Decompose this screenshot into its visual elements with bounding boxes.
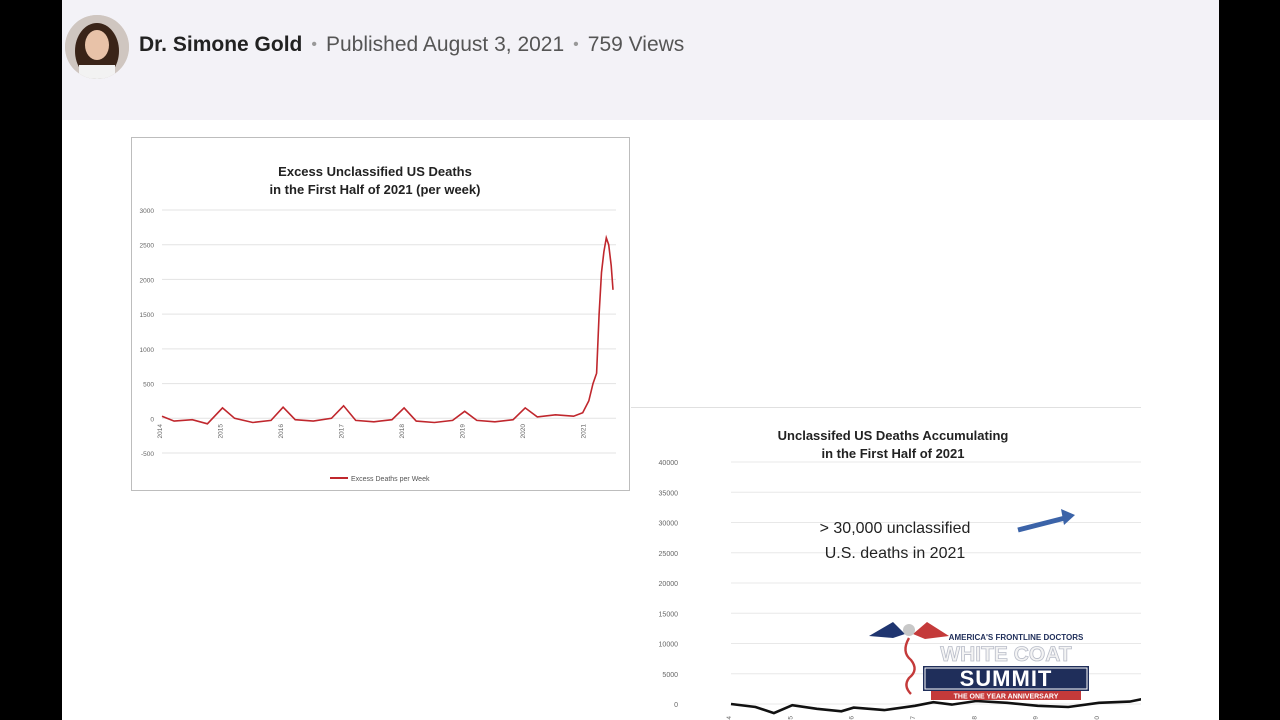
x-tick-label: 2017 bbox=[910, 716, 917, 720]
x-tick-label: 2014 bbox=[157, 424, 164, 439]
x-tick-label: 2016 bbox=[278, 424, 285, 439]
annotation-arrow-icon bbox=[1017, 509, 1075, 533]
meta-separator: • bbox=[573, 36, 579, 53]
excess-deaths-chart-svg: Excess Unclassified US Deaths in the Fir… bbox=[140, 164, 616, 483]
cumulative-deaths-chart-svg: Unclassifed US Deaths Accumulating in th… bbox=[659, 428, 1191, 720]
post-meta: Dr. Simone Gold • Published August 3, 20… bbox=[139, 33, 684, 57]
chart-title: Excess Unclassified US Deaths bbox=[278, 164, 472, 179]
white-coat-summit-logo: AMERICA'S FRONTLINE DOCTORS WHITE COAT S… bbox=[869, 622, 1089, 701]
y-tick-label: 2000 bbox=[140, 277, 155, 284]
x-tick-label: 2019 bbox=[460, 424, 467, 439]
x-tick-label: 2020 bbox=[520, 424, 527, 439]
y-tick-label: 35000 bbox=[659, 490, 679, 497]
y-tick-label: 40000 bbox=[659, 460, 679, 467]
y-tick-label: 15000 bbox=[659, 611, 679, 618]
x-tick-label: 2016 bbox=[849, 716, 856, 720]
x-tick-label: 2021 bbox=[581, 424, 588, 439]
publish-date: Published August 3, 2021 bbox=[325, 33, 565, 56]
excess-deaths-chart: Excess Unclassified US Deaths in the Fir… bbox=[131, 137, 630, 491]
logo-text: WHITE COAT bbox=[940, 643, 1072, 666]
post-header: Dr. Simone Gold • Published August 3, 20… bbox=[62, 0, 1219, 120]
y-tick-label: 30000 bbox=[659, 521, 679, 528]
meta-separator: • bbox=[311, 36, 317, 53]
video-frame: Dr. Simone Gold • Published August 3, 20… bbox=[62, 0, 1219, 720]
chart-subtitle: in the First Half of 2021 (per week) bbox=[270, 182, 481, 197]
chart-title: Unclassifed US Deaths Accumulating bbox=[778, 428, 1009, 443]
legend-label: Excess Deaths per Week bbox=[351, 476, 430, 483]
logo-text: THE ONE YEAR ANNIVERSARY bbox=[954, 694, 1059, 701]
avatar-image bbox=[65, 15, 129, 79]
logo-text: SUMMIT bbox=[960, 666, 1053, 691]
x-tick-label: 2020 bbox=[1094, 716, 1101, 720]
excess-deaths-series-line bbox=[161, 234, 614, 425]
y-tick-label: 20000 bbox=[659, 581, 679, 588]
annotation-text: > 30,000 unclassified bbox=[820, 520, 971, 537]
x-tick-label: 2014 bbox=[726, 716, 733, 720]
x-tick-label: 2017 bbox=[339, 424, 346, 439]
view-count: 759 Views bbox=[587, 33, 685, 56]
annotation-text: U.S. deaths in 2021 bbox=[825, 545, 966, 562]
y-tick-label: 10000 bbox=[659, 642, 679, 649]
author-avatar[interactable] bbox=[65, 15, 129, 79]
x-tick-label: 2015 bbox=[218, 424, 225, 439]
y-tick-label: 1500 bbox=[140, 312, 155, 319]
y-tick-label: 5000 bbox=[662, 672, 678, 679]
x-tick-label: 2018 bbox=[971, 716, 978, 720]
x-tick-label: 2015 bbox=[787, 716, 794, 720]
y-tick-label: 0 bbox=[674, 702, 678, 709]
y-tick-label: 500 bbox=[143, 382, 154, 389]
y-tick-label: 25000 bbox=[659, 551, 679, 558]
x-tick-label: 2018 bbox=[399, 424, 406, 439]
y-tick-label: -500 bbox=[141, 451, 154, 458]
chart-subtitle: in the First Half of 2021 bbox=[821, 446, 964, 461]
y-tick-label: 2500 bbox=[140, 243, 155, 250]
cumulative-deaths-chart: Unclassifed US Deaths Accumulating in th… bbox=[631, 407, 1191, 720]
x-tick-label: 2019 bbox=[1033, 716, 1040, 720]
y-tick-label: 3000 bbox=[140, 208, 155, 215]
y-tick-label: 1000 bbox=[140, 347, 155, 354]
author-name[interactable]: Dr. Simone Gold bbox=[139, 33, 303, 56]
logo-text: AMERICA'S FRONTLINE DOCTORS bbox=[949, 633, 1084, 642]
y-tick-label: 0 bbox=[150, 416, 154, 423]
